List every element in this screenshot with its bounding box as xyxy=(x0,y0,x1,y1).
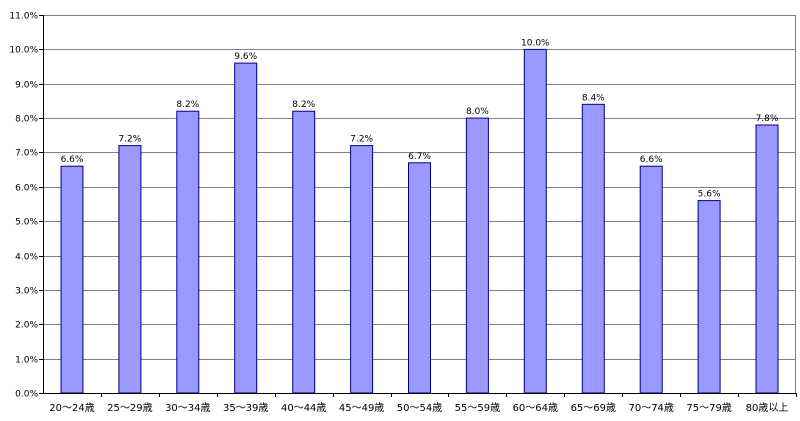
data-label: 6.6% xyxy=(640,155,663,165)
data-label: 9.6% xyxy=(234,52,257,62)
data-label: 7.2% xyxy=(118,135,141,145)
bar xyxy=(118,145,142,394)
y-tick-label: 2.0% xyxy=(15,321,38,331)
y-tick-label: 11.0% xyxy=(9,12,38,22)
bar xyxy=(465,117,489,394)
x-category-label: 25～29歳 xyxy=(107,402,152,414)
x-category-label: 55～59歳 xyxy=(455,402,500,414)
y-tick-label: 7.0% xyxy=(15,149,38,159)
bar xyxy=(697,200,721,394)
bar xyxy=(350,145,374,394)
x-category-label: 80歳以上 xyxy=(746,402,789,414)
x-category-label: 50～54歳 xyxy=(397,402,442,414)
bar xyxy=(755,124,779,394)
data-label: 7.2% xyxy=(350,135,373,145)
x-category-label: 40～44歳 xyxy=(281,402,326,414)
data-label: 8.2% xyxy=(176,100,199,110)
labels: 0.0% 1.0% 2.0% 3.0% 4.0% 5.0% 6.0% 7.0% 8.0% 9.0%… xyxy=(9,12,788,415)
x-category-label: 75～79歳 xyxy=(686,402,731,414)
y-tick-label: 4.0% xyxy=(15,253,38,263)
x-category-label: 30～34歳 xyxy=(165,402,210,414)
x-category-label: 45～49歳 xyxy=(339,402,384,414)
data-label: 6.6% xyxy=(61,155,84,165)
bar xyxy=(639,165,663,394)
x-category-label: 60～64歳 xyxy=(513,402,558,414)
bar xyxy=(581,103,605,394)
y-tick-label: 0.0% xyxy=(15,390,38,400)
y-tick-label: 6.0% xyxy=(15,184,38,194)
data-label: 7.8% xyxy=(756,114,779,124)
data-label: 8.0% xyxy=(466,107,489,117)
y-tick-label: 3.0% xyxy=(15,287,38,297)
bar xyxy=(408,162,431,394)
axes xyxy=(39,15,797,397)
y-tick-label: 5.0% xyxy=(15,218,38,228)
x-category-label: 65～69歳 xyxy=(571,402,616,414)
bar xyxy=(60,165,84,394)
bar xyxy=(234,62,258,394)
bar xyxy=(176,110,200,394)
data-label: 6.7% xyxy=(408,152,431,162)
x-category-label: 70～74歳 xyxy=(628,402,673,414)
bar xyxy=(523,48,547,394)
data-label: 10.0% xyxy=(521,38,550,48)
x-category-label: 35～39歳 xyxy=(223,402,268,414)
data-label: 8.2% xyxy=(292,100,315,110)
x-category-label: 20～24歳 xyxy=(49,402,94,414)
bar xyxy=(292,110,316,394)
y-tick-label: 10.0% xyxy=(9,46,38,56)
data-label: 8.4% xyxy=(582,93,605,103)
y-tick-label: 9.0% xyxy=(15,81,38,91)
y-tick-label: 8.0% xyxy=(15,115,38,125)
y-tick-label: 1.0% xyxy=(15,356,38,366)
data-label: 5.6% xyxy=(698,190,721,200)
